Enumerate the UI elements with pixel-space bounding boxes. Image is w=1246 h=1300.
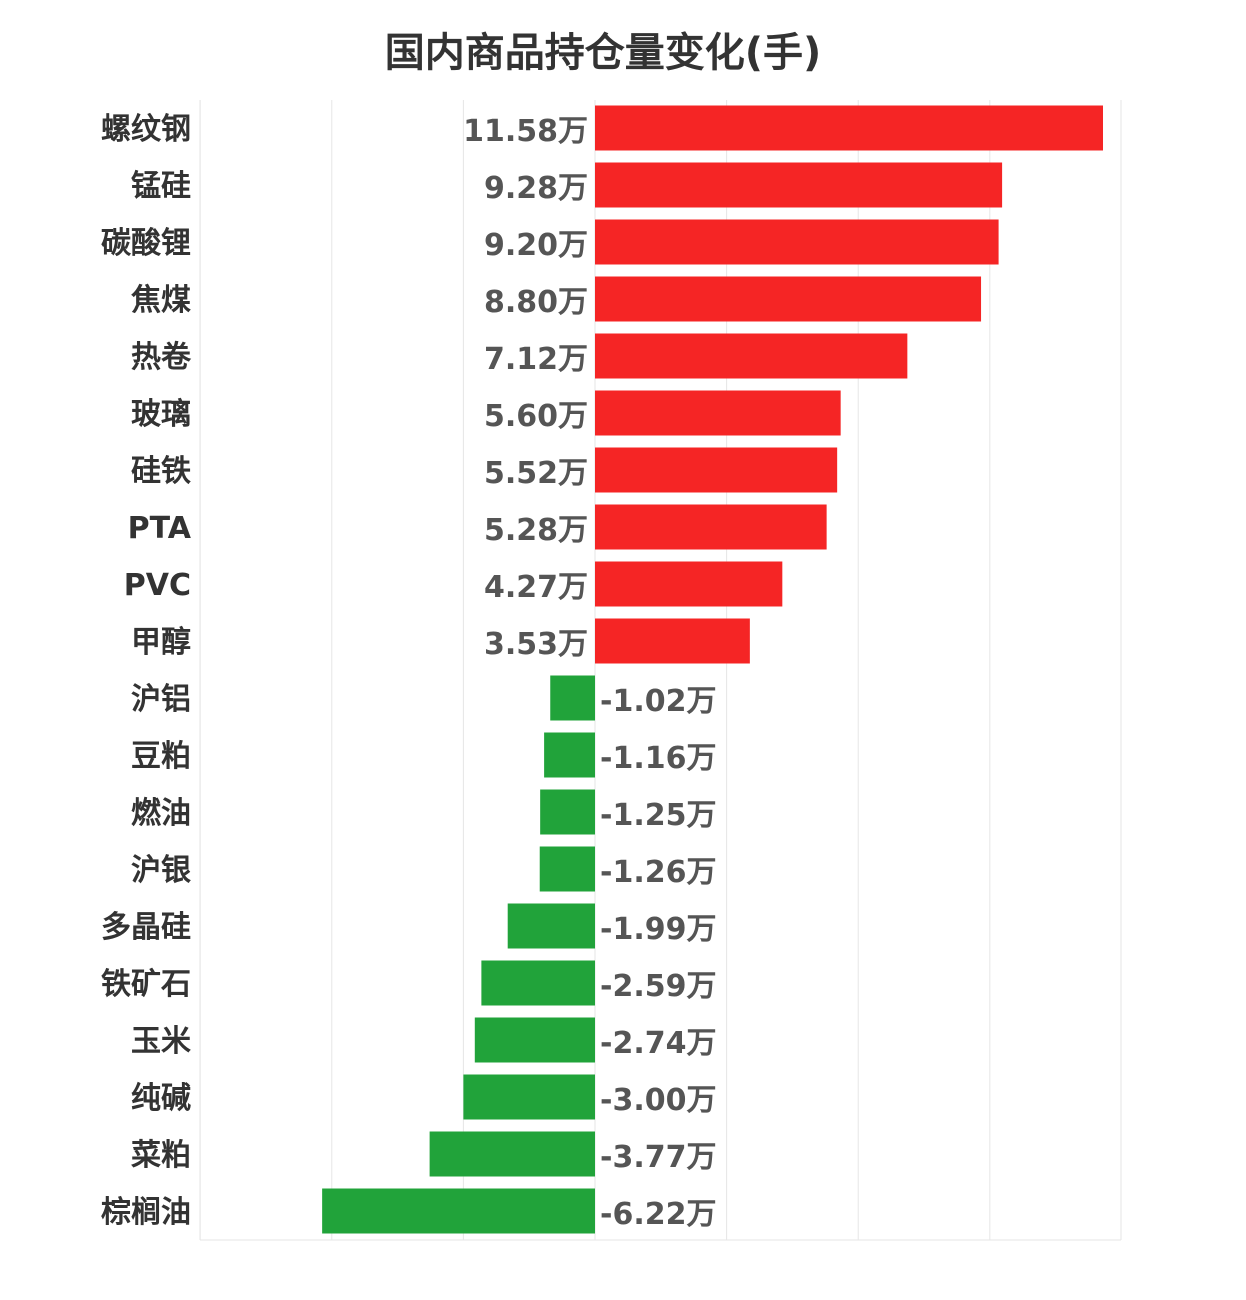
bar xyxy=(544,732,595,778)
category-label: 热卷 xyxy=(131,340,192,375)
value-label: -1.02万 xyxy=(600,684,716,719)
value-label: -1.16万 xyxy=(600,741,716,776)
value-label: 5.28万 xyxy=(484,513,588,548)
bar xyxy=(507,903,595,949)
value-label: 4.27万 xyxy=(484,570,588,605)
bar xyxy=(595,276,982,322)
bar xyxy=(539,846,595,892)
value-label: 9.20万 xyxy=(484,228,588,263)
grid-lines xyxy=(199,100,1122,1241)
bar xyxy=(595,618,750,664)
category-label: PTA xyxy=(128,511,192,546)
category-label: 锰硅 xyxy=(131,169,191,204)
value-label: -3.77万 xyxy=(600,1140,716,1175)
category-label: 铁矿石 xyxy=(101,967,191,1002)
bar xyxy=(595,504,827,550)
bar xyxy=(550,675,595,721)
bar xyxy=(595,162,1003,208)
category-label: 硅铁 xyxy=(131,454,191,489)
value-label: -1.26万 xyxy=(600,855,716,890)
chart-title: 国内商品持仓量变化(手) xyxy=(384,30,822,76)
category-label: 豆粕 xyxy=(131,739,191,774)
category-label: 焦煤 xyxy=(131,283,191,318)
bar xyxy=(429,1131,595,1177)
category-label: 甲醇 xyxy=(131,625,191,660)
value-label: 11.58万 xyxy=(463,114,588,149)
category-label: 沪银 xyxy=(131,853,191,888)
value-label: 8.80万 xyxy=(484,285,588,320)
value-label: 5.60万 xyxy=(484,399,588,434)
value-label: -2.59万 xyxy=(600,969,716,1004)
category-label: 棕榈油 xyxy=(101,1195,191,1230)
value-label: 5.52万 xyxy=(484,456,588,491)
category-label: 玻璃 xyxy=(131,397,191,432)
category-label: 纯碱 xyxy=(131,1081,191,1116)
category-label: 碳酸锂 xyxy=(101,226,191,261)
bar xyxy=(595,219,999,265)
value-label: -3.00万 xyxy=(600,1083,716,1118)
category-label: 燃油 xyxy=(131,796,191,831)
bar xyxy=(595,447,838,493)
category-label: 螺纹钢 xyxy=(101,112,191,147)
value-label: -1.99万 xyxy=(600,912,716,947)
value-label: 7.12万 xyxy=(484,342,588,377)
bar xyxy=(481,960,595,1006)
bar xyxy=(595,105,1103,151)
category-label: 多晶硅 xyxy=(101,910,191,945)
value-label: -6.22万 xyxy=(600,1197,716,1232)
value-label: -2.74万 xyxy=(600,1026,716,1061)
category-label: 玉米 xyxy=(131,1024,191,1059)
bar xyxy=(595,333,908,379)
bar xyxy=(595,561,783,607)
bar xyxy=(474,1017,595,1063)
value-label: 9.28万 xyxy=(484,171,588,206)
value-label: -1.25万 xyxy=(600,798,716,833)
bars xyxy=(322,105,1103,1234)
bar xyxy=(540,789,595,835)
bar xyxy=(322,1188,595,1234)
value-label: 3.53万 xyxy=(484,627,588,662)
bar xyxy=(463,1074,595,1120)
value-labels: 11.58万 9.28万 9.20万 8.80万 7.12万 5.60万 5.52万 5.28… xyxy=(463,114,716,1232)
bar xyxy=(595,390,841,436)
category-label: 沪铝 xyxy=(131,682,191,717)
category-label: 菜粕 xyxy=(131,1138,191,1173)
category-label: PVC xyxy=(124,568,191,603)
